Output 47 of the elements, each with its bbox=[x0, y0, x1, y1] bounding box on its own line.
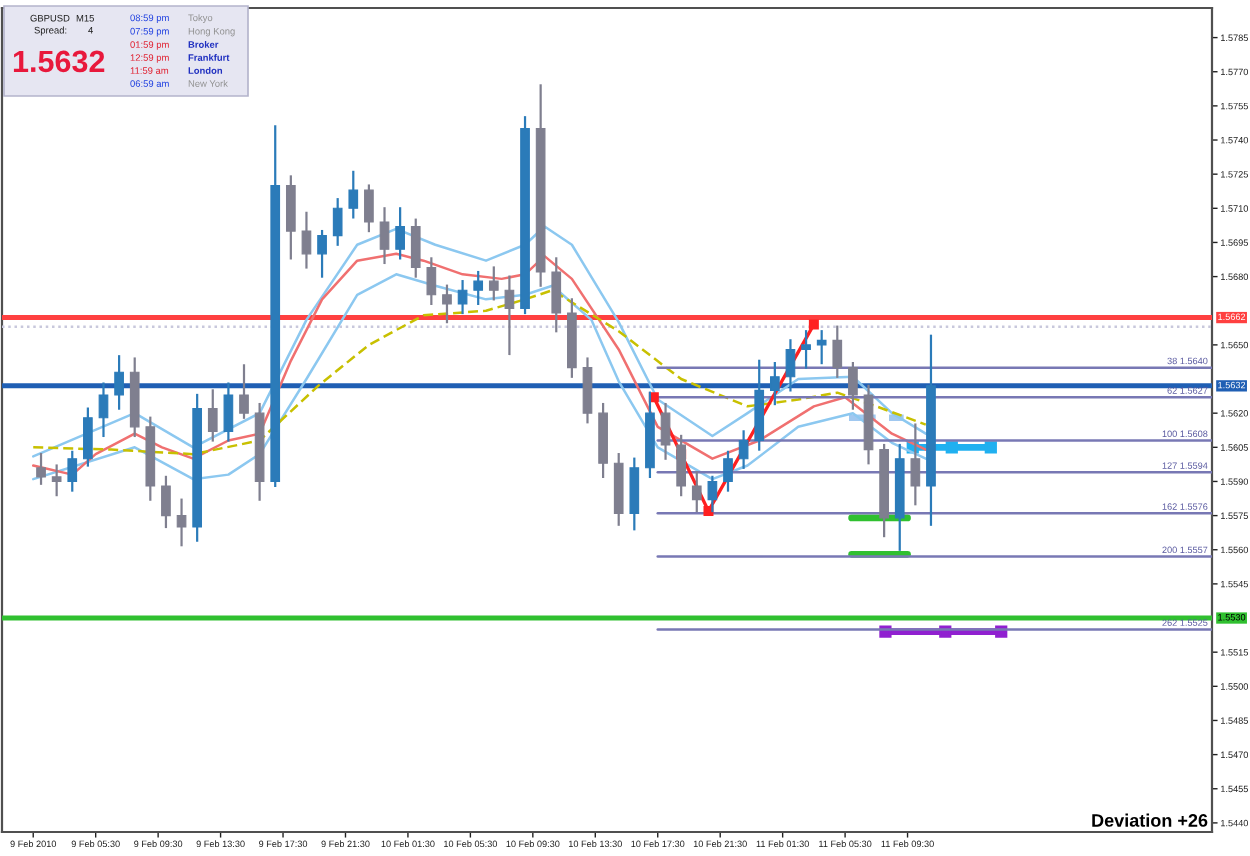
candlestick bbox=[161, 475, 171, 529]
candlestick bbox=[348, 170, 359, 219]
candlestick bbox=[285, 175, 296, 260]
candlestick bbox=[410, 218, 421, 278]
candlestick bbox=[176, 498, 187, 547]
candlestick bbox=[785, 339, 796, 392]
line-series bbox=[31, 225, 928, 458]
candlestick bbox=[660, 402, 671, 460]
candlestick bbox=[832, 325, 843, 378]
candlestick bbox=[364, 184, 374, 233]
candlestick bbox=[816, 330, 827, 365]
annotation: Deviation +26 bbox=[1092, 813, 1208, 827]
candlestick bbox=[426, 257, 437, 306]
candlestick bbox=[239, 364, 249, 419]
candlestick bbox=[769, 361, 780, 406]
candlestick bbox=[51, 464, 62, 497]
point bbox=[945, 441, 958, 454]
candlestick bbox=[207, 389, 218, 442]
candlestick bbox=[551, 257, 562, 333]
candlestick bbox=[98, 382, 109, 438]
candlestick bbox=[801, 330, 811, 369]
candlestick bbox=[83, 407, 93, 467]
annotation: 1.5632 bbox=[13, 50, 105, 73]
candlestick bbox=[738, 430, 749, 469]
candlestick bbox=[582, 357, 593, 424]
candlestick bbox=[36, 453, 46, 485]
candlestick bbox=[457, 280, 468, 315]
candlestick bbox=[707, 475, 718, 513]
candlestick bbox=[379, 207, 390, 265]
candlestick bbox=[473, 270, 484, 306]
candlestick bbox=[332, 198, 343, 246]
candlestick bbox=[67, 450, 78, 492]
candlestick bbox=[442, 284, 452, 324]
point bbox=[703, 506, 714, 517]
candlestick bbox=[504, 275, 515, 356]
candlestick bbox=[301, 211, 312, 269]
candlestick bbox=[317, 229, 327, 278]
point bbox=[984, 441, 997, 454]
candlestick bbox=[114, 355, 124, 410]
candlestick bbox=[723, 450, 733, 492]
candlestick bbox=[395, 207, 405, 260]
point bbox=[808, 319, 819, 330]
candlestick bbox=[629, 457, 640, 531]
candlestick bbox=[848, 361, 858, 410]
candlestick bbox=[488, 266, 499, 301]
candlestick bbox=[691, 471, 702, 513]
candlestick bbox=[223, 382, 234, 442]
